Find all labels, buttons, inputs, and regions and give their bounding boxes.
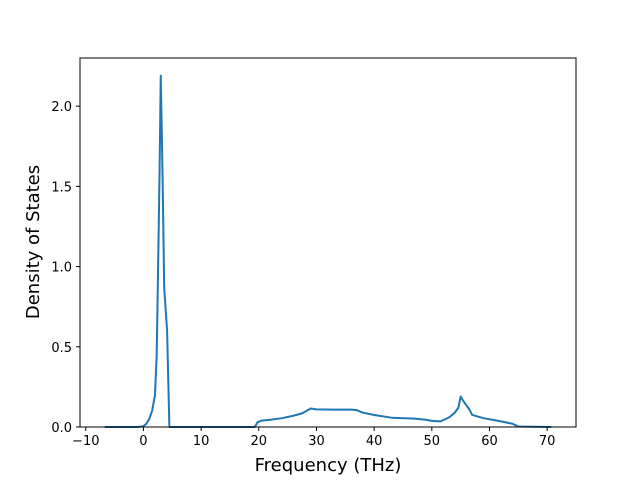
plot-frame bbox=[79, 57, 577, 428]
x-tick-label: 30 bbox=[308, 434, 325, 449]
dos-series-line-0 bbox=[104, 74, 552, 428]
x-tick-label: 20 bbox=[251, 434, 268, 449]
x-tick-label: 60 bbox=[481, 434, 498, 449]
y-tick-label: 2.0 bbox=[51, 100, 72, 115]
y-axis-label: Density of States bbox=[23, 165, 44, 319]
x-tick-label: 50 bbox=[424, 434, 441, 449]
x-tick-label: 70 bbox=[539, 434, 556, 449]
x-axis-label: Frequency (THz) bbox=[255, 455, 402, 476]
x-tick-label: −10 bbox=[72, 434, 99, 449]
y-tick-label: 0.0 bbox=[51, 421, 72, 436]
y-axis-ticks: 0.0 0.5 1.0 1.5 2.0 bbox=[51, 100, 80, 436]
plot-area bbox=[80, 58, 576, 427]
y-tick-label: 1.0 bbox=[51, 261, 72, 276]
x-tick-label: 0 bbox=[139, 434, 147, 449]
x-tick-label: 10 bbox=[193, 434, 210, 449]
y-tick-label: 1.5 bbox=[51, 180, 72, 195]
series-layer bbox=[104, 74, 552, 428]
x-tick-label: 40 bbox=[366, 434, 383, 449]
x-axis-ticks: −10 0 10 20 30 40 50 60 70 bbox=[72, 427, 555, 449]
y-tick-label: 0.5 bbox=[51, 341, 72, 356]
